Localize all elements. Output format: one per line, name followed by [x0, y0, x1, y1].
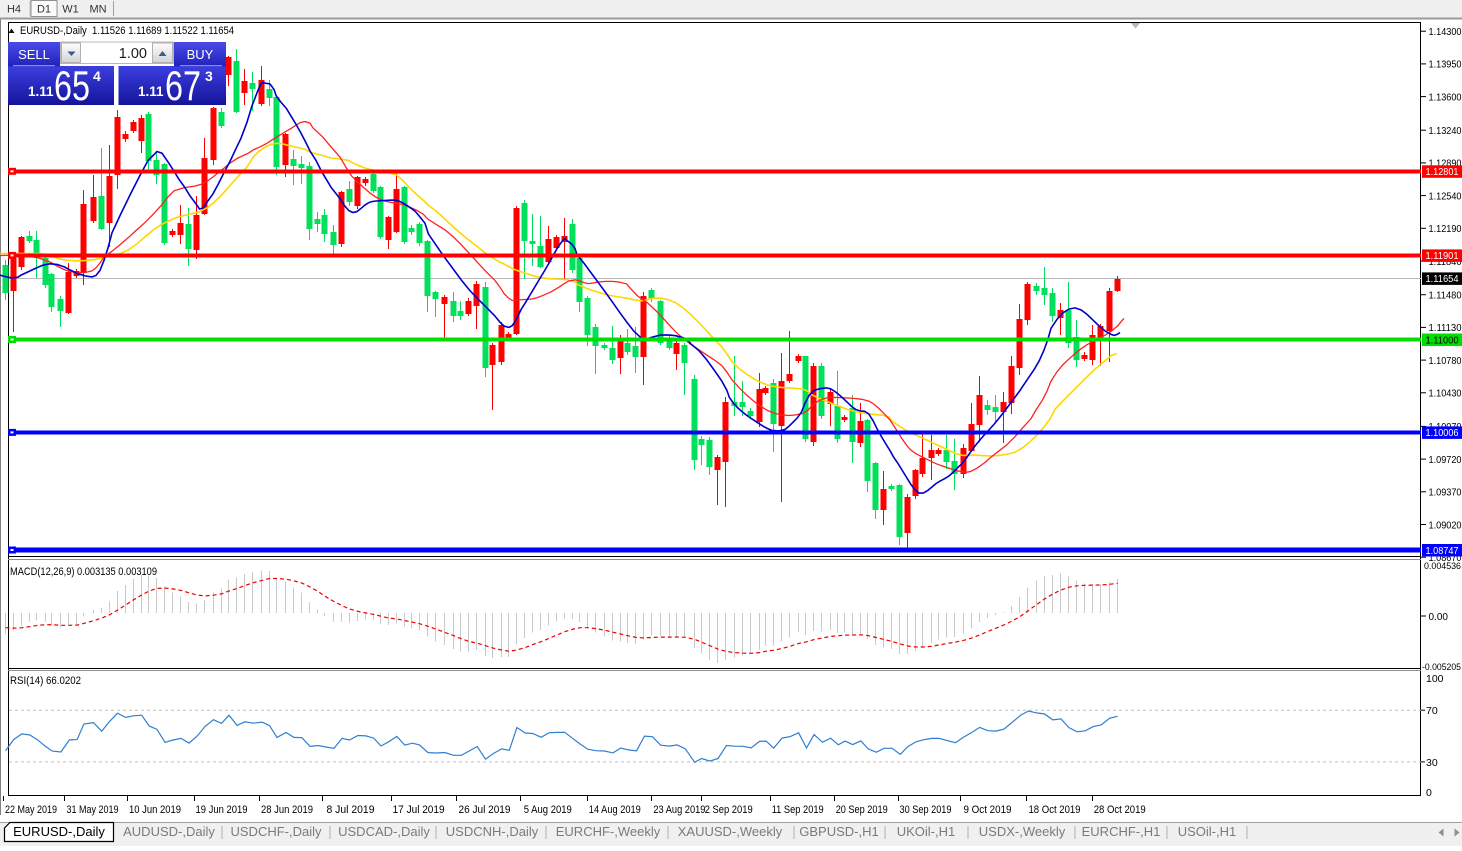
svg-text:H4: H4 [7, 4, 21, 16]
svg-text:1.08747: 1.08747 [1426, 546, 1459, 557]
svg-text:2 Sep 2019: 2 Sep 2019 [705, 804, 753, 816]
svg-text:17 Jul 2019: 17 Jul 2019 [393, 804, 445, 816]
svg-text:14 Aug 2019: 14 Aug 2019 [589, 804, 641, 816]
svg-text:23 Aug 2019: 23 Aug 2019 [653, 804, 705, 816]
svg-text:EURCHF-,Weekly: EURCHF-,Weekly [556, 824, 661, 839]
svg-text:31 May 2019: 31 May 2019 [67, 804, 119, 816]
svg-text:1.08670: 1.08670 [1429, 553, 1462, 564]
svg-text:1.14300: 1.14300 [1429, 27, 1462, 38]
svg-text:0.004536: 0.004536 [1424, 561, 1461, 571]
svg-text:GBPUSD-,H1: GBPUSD-,H1 [799, 824, 878, 839]
svg-text:11 Sep 2019: 11 Sep 2019 [772, 804, 824, 816]
svg-text:SELL: SELL [18, 47, 50, 62]
svg-text:1.11480: 1.11480 [1429, 291, 1462, 302]
svg-text:28 Oct 2019: 28 Oct 2019 [1094, 804, 1146, 816]
svg-text:1.12801: 1.12801 [1426, 167, 1459, 178]
svg-text:USDCNH-,Daily: USDCNH-,Daily [446, 824, 539, 839]
svg-text:MN: MN [89, 4, 106, 16]
svg-text:1.12540: 1.12540 [1429, 191, 1462, 202]
svg-text:AUDUSD-,Daily: AUDUSD-,Daily [123, 824, 215, 839]
svg-text:1.11654: 1.11654 [1426, 274, 1459, 285]
svg-text:-0.005205: -0.005205 [1422, 662, 1461, 672]
svg-text:4: 4 [93, 68, 101, 84]
svg-text:BUY: BUY [187, 47, 214, 62]
svg-text:18 Oct 2019: 18 Oct 2019 [1029, 804, 1081, 816]
svg-text:1.13240: 1.13240 [1429, 126, 1462, 137]
svg-text:65: 65 [54, 62, 90, 109]
svg-text:USDCHF-,Daily: USDCHF-,Daily [231, 824, 323, 839]
svg-text:1.11: 1.11 [28, 84, 54, 99]
svg-text:1.11000: 1.11000 [1426, 335, 1459, 346]
svg-text:EURUSD-,Daily 1.11526 1.11689: EURUSD-,Daily 1.11526 1.11689 1.11522 1.… [20, 25, 234, 37]
svg-text:8 Jul 2019: 8 Jul 2019 [327, 804, 375, 816]
svg-text:3: 3 [205, 68, 213, 84]
svg-text:0: 0 [1426, 787, 1432, 799]
svg-text:0.00: 0.00 [1429, 612, 1449, 623]
svg-text:1.10006: 1.10006 [1426, 428, 1459, 439]
svg-text:RSI(14) 66.0202: RSI(14) 66.0202 [10, 675, 81, 687]
svg-text:USDCAD-,Daily: USDCAD-,Daily [338, 824, 430, 839]
svg-text:100: 100 [1426, 673, 1444, 685]
svg-text:20 Sep 2019: 20 Sep 2019 [836, 804, 888, 816]
svg-text:30 Sep 2019: 30 Sep 2019 [900, 804, 952, 816]
svg-text:1.11: 1.11 [138, 84, 164, 99]
svg-text:1.00: 1.00 [119, 46, 147, 62]
svg-text:19 Jun 2019: 19 Jun 2019 [196, 804, 248, 816]
svg-text:1.09020: 1.09020 [1429, 520, 1462, 531]
svg-text:30: 30 [1426, 757, 1438, 769]
svg-text:10 Jun 2019: 10 Jun 2019 [129, 804, 181, 816]
svg-text:1.13600: 1.13600 [1429, 92, 1462, 103]
svg-text:1.10430: 1.10430 [1429, 389, 1462, 400]
svg-text:1.10780: 1.10780 [1429, 356, 1462, 367]
svg-text:1.11840: 1.11840 [1429, 257, 1462, 268]
svg-text:9 Oct 2019: 9 Oct 2019 [964, 804, 1012, 816]
svg-text:D1: D1 [37, 4, 51, 16]
svg-text:5 Aug 2019: 5 Aug 2019 [524, 804, 572, 816]
svg-text:1.09370: 1.09370 [1429, 488, 1462, 499]
svg-text:EURUSD-,Daily: EURUSD-,Daily [13, 824, 105, 839]
svg-text:EURCHF-,H1: EURCHF-,H1 [1082, 824, 1161, 839]
svg-text:1.12190: 1.12190 [1429, 224, 1462, 235]
svg-text:1.11901: 1.11901 [1426, 251, 1459, 262]
svg-text:1.09720: 1.09720 [1429, 455, 1462, 466]
svg-text:26 Jul 2019: 26 Jul 2019 [459, 804, 511, 816]
svg-text:USOil-,H1: USOil-,H1 [1178, 824, 1237, 839]
svg-text:28 Jun 2019: 28 Jun 2019 [261, 804, 313, 816]
svg-text:MACD(12,26,9) 0.003135 0.00310: MACD(12,26,9) 0.003135 0.003109 [10, 566, 157, 578]
svg-text:XAUUSD-,Weekly: XAUUSD-,Weekly [678, 824, 783, 839]
svg-text:1.12890: 1.12890 [1429, 159, 1462, 170]
svg-text:W1: W1 [62, 4, 79, 16]
svg-text:67: 67 [165, 62, 201, 109]
svg-text:UKOil-,H1: UKOil-,H1 [897, 824, 956, 839]
svg-text:22 May 2019: 22 May 2019 [5, 804, 57, 816]
svg-text:1.13950: 1.13950 [1429, 60, 1462, 71]
svg-text:70: 70 [1426, 705, 1438, 717]
svg-text:1.11130: 1.11130 [1429, 323, 1462, 334]
svg-text:USDX-,Weekly: USDX-,Weekly [979, 824, 1066, 839]
